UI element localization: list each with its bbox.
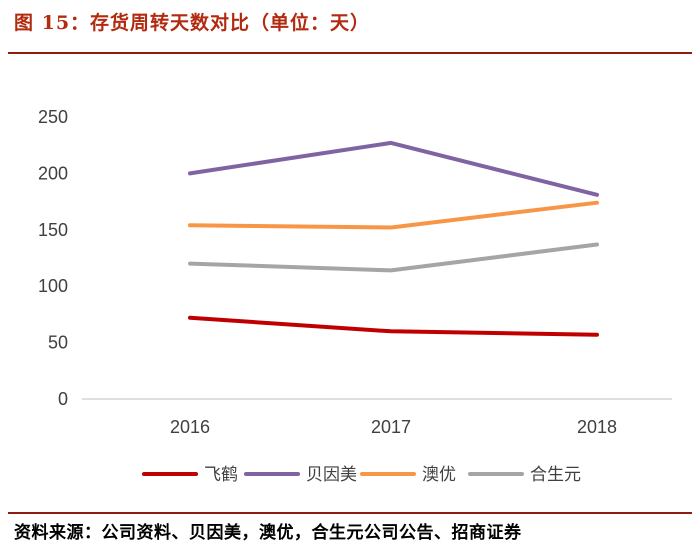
title-divider [8,52,692,54]
series-line-4 [188,242,599,273]
inventory-turnover-chart: 0 50 100 150 200 250 2016 2017 2018 飞鹤 贝因美 澳优 合生元 [38,107,672,485]
source-note: 资料来源：公司资料、贝因美，澳优，合生元公司公告、招商证券 [14,523,522,543]
y-tick-label: 100 [38,276,68,296]
legend-label: 飞鹤 [204,465,238,485]
series-line-3 [188,200,599,230]
legend-label: 贝因美 [306,465,357,485]
legend-label: 合生元 [530,465,581,485]
y-axis: 0 50 100 150 200 250 [38,107,68,409]
x-axis: 2016 2017 2018 [170,417,617,437]
x-tick-label: 2018 [577,417,617,437]
series-group [188,140,599,337]
y-tick-label: 50 [48,333,68,353]
x-tick-label: 2017 [371,417,411,437]
chart-title: 图 15：存货周转天数对比（单位：天） [14,12,371,34]
y-tick-label: 200 [38,163,68,183]
x-tick-label: 2016 [170,417,210,437]
series-line-1 [188,315,599,337]
y-tick-label: 250 [38,107,68,127]
legend: 飞鹤 贝因美 澳优 合生元 [142,465,581,485]
series-line-2 [188,140,599,197]
y-tick-label: 150 [38,220,68,240]
source-divider [8,512,692,514]
legend-label: 澳优 [422,465,456,485]
y-tick-label: 0 [58,389,68,409]
